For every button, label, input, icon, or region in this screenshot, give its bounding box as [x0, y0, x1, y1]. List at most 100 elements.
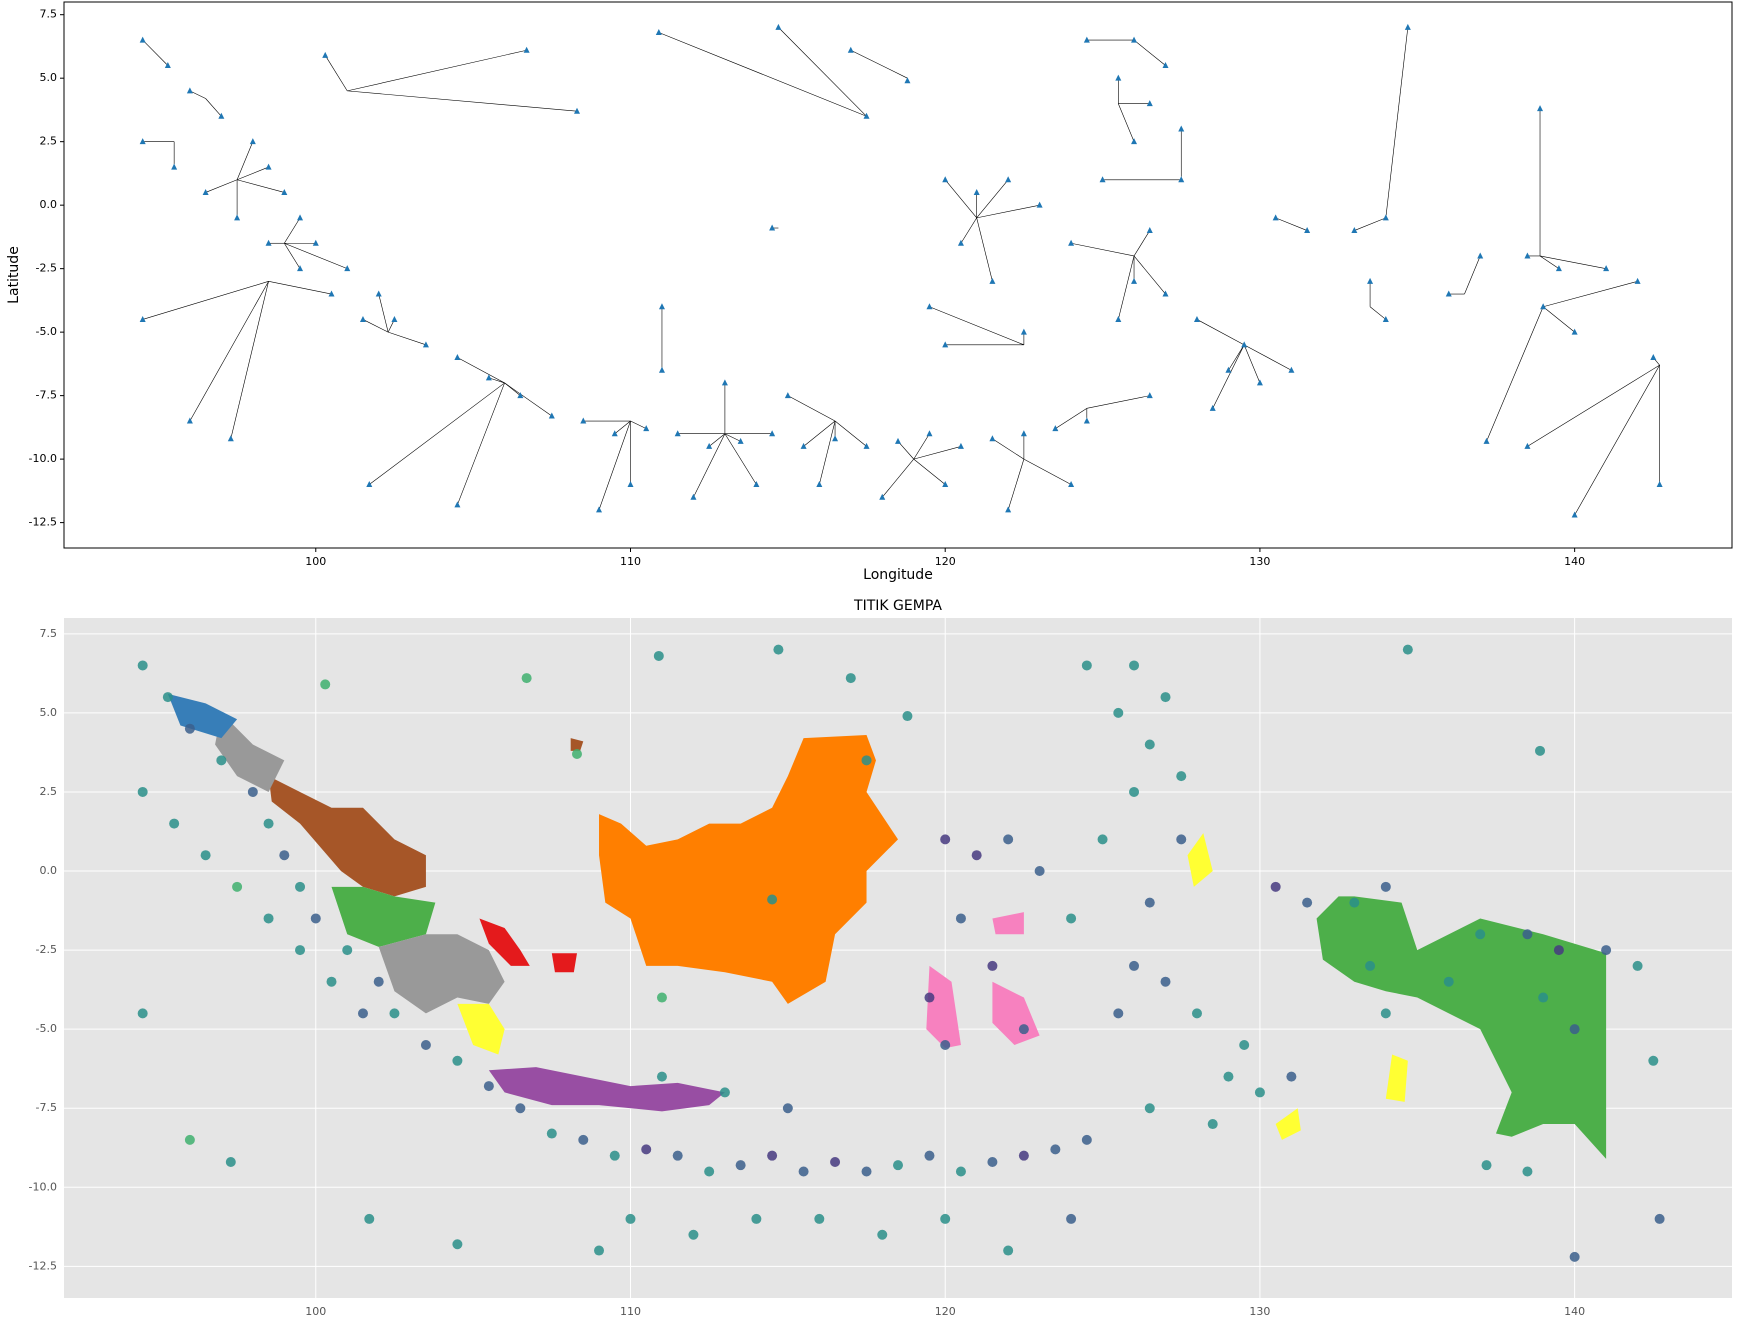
- point: [454, 354, 461, 361]
- x-tick-label: 110: [620, 555, 641, 568]
- point: [373, 976, 384, 987]
- link-line: [708, 433, 726, 447]
- point: [1146, 227, 1153, 234]
- point: [1052, 425, 1059, 432]
- point: [769, 430, 776, 437]
- halmahera: [1187, 833, 1213, 887]
- point: [139, 138, 146, 145]
- point: [955, 1166, 966, 1177]
- point: [1005, 176, 1012, 183]
- point: [1131, 36, 1138, 43]
- link-line: [658, 32, 867, 117]
- link-line: [1133, 255, 1166, 295]
- point: [625, 1213, 636, 1224]
- point: [281, 188, 288, 195]
- bangka: [479, 918, 530, 966]
- point: [847, 46, 854, 53]
- link-line: [1228, 344, 1245, 371]
- link-line: [1071, 242, 1135, 257]
- point: [1524, 252, 1531, 259]
- point: [653, 650, 664, 661]
- point: [1066, 913, 1077, 924]
- point: [1081, 660, 1092, 671]
- point: [164, 61, 171, 68]
- point: [452, 1055, 463, 1066]
- point: [1097, 834, 1108, 845]
- link-line: [819, 420, 836, 485]
- point: [1443, 976, 1454, 987]
- link-line: [1023, 458, 1072, 485]
- point: [171, 163, 178, 170]
- point: [955, 913, 966, 924]
- link-line: [142, 281, 269, 320]
- point: [611, 430, 618, 437]
- point: [1036, 201, 1043, 208]
- link-line: [369, 382, 505, 485]
- natuna: [570, 738, 584, 751]
- point: [247, 786, 258, 797]
- y-tick-label: -7.5: [36, 389, 57, 402]
- central-sulawesi: [992, 912, 1024, 935]
- x-tick-label: 120: [935, 555, 956, 568]
- point: [1129, 660, 1140, 671]
- point: [987, 1157, 998, 1167]
- link-line: [1055, 408, 1087, 429]
- point: [295, 945, 306, 956]
- y-tick-label: -5.0: [36, 325, 57, 338]
- point: [391, 315, 398, 322]
- link-line: [1369, 306, 1386, 320]
- link-line: [268, 281, 332, 295]
- link-line: [504, 382, 552, 417]
- point: [1522, 929, 1533, 940]
- point: [1083, 36, 1090, 43]
- link-line: [614, 420, 631, 434]
- point: [1481, 1160, 1492, 1171]
- point: [1304, 227, 1311, 234]
- point: [1654, 1213, 1665, 1224]
- north-sumatra: [215, 712, 285, 792]
- point: [1018, 1150, 1029, 1161]
- point: [942, 176, 949, 183]
- point: [782, 1103, 793, 1114]
- link-line: [1118, 103, 1135, 142]
- link-line: [284, 242, 348, 269]
- point: [342, 945, 353, 956]
- link-line: [882, 458, 914, 498]
- point: [1634, 277, 1641, 284]
- point: [1483, 437, 1490, 444]
- point: [1380, 881, 1391, 892]
- point: [295, 881, 306, 892]
- link-line: [236, 141, 254, 180]
- link-line: [205, 98, 222, 117]
- point: [1068, 239, 1075, 246]
- link-line: [897, 441, 914, 460]
- link-line: [1196, 319, 1245, 346]
- link-line: [1354, 217, 1386, 231]
- point: [225, 1157, 236, 1167]
- point: [1254, 1087, 1265, 1098]
- y-tick-label: 7.5: [40, 627, 58, 640]
- link-line: [1539, 255, 1607, 269]
- point: [902, 711, 913, 722]
- point: [1270, 881, 1281, 892]
- link-line: [724, 433, 741, 442]
- point: [1382, 214, 1389, 221]
- point: [357, 1008, 368, 1019]
- point: [1129, 960, 1140, 971]
- aceh: [167, 693, 238, 739]
- point: [573, 107, 580, 114]
- south-sulawesi: [926, 965, 961, 1049]
- x-tick-label: 120: [935, 1305, 956, 1318]
- y-tick-label: -10.0: [29, 1180, 57, 1193]
- point: [1569, 1251, 1580, 1262]
- point: [1475, 929, 1486, 940]
- point: [1286, 1071, 1297, 1082]
- point: [326, 976, 337, 987]
- y-tick-label: 2.5: [40, 135, 58, 148]
- point: [227, 435, 234, 442]
- point: [816, 481, 823, 488]
- link-line: [237, 179, 285, 193]
- point: [297, 214, 304, 221]
- point: [1131, 277, 1138, 284]
